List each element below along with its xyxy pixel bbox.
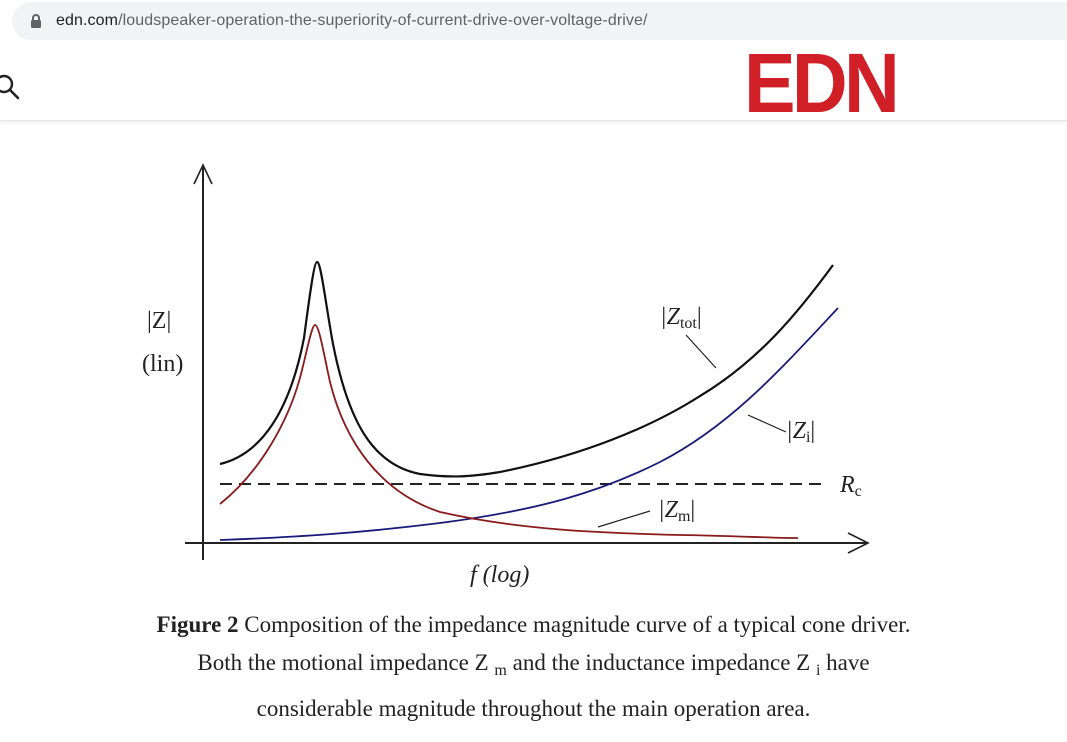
ztot-curve — [219, 260, 834, 478]
zi-curve — [219, 307, 839, 541]
url-text: edn.com/loudspeaker-operation-the-superi… — [56, 12, 648, 29]
figure-label: Figure 2 — [156, 612, 239, 637]
search-icon[interactable] — [0, 72, 22, 102]
zi-pointer — [747, 414, 787, 433]
lock-icon — [31, 14, 41, 28]
x-label: f (log) — [470, 562, 529, 588]
impedance-diagram: |Z| (lin) f (log) |Ztot| |Zi| Rc |Zm| — [142, 163, 870, 588]
address-bar[interactable]: edn.com/loudspeaker-operation-the-superi… — [12, 2, 1067, 40]
zm-label: |Zm| — [658, 497, 695, 525]
zm-curve — [219, 324, 799, 539]
zi-label: |Zi| — [786, 418, 815, 446]
edn-logo[interactable]: EDN — [744, 36, 900, 130]
zm-pointer — [597, 510, 651, 528]
caption-line-1: Figure 2 Composition of the impedance ma… — [156, 612, 911, 637]
site-header: EDN — [0, 36, 1067, 130]
rc-label: Rc — [839, 472, 862, 500]
figure-caption: Figure 2 Composition of the impedance ma… — [0, 606, 1067, 728]
impedance-figure: |Z| (lin) f (log) |Ztot| |Zi| Rc |Zm| — [0, 120, 1067, 600]
caption-line-2: Both the motional impedance Z m and the … — [197, 650, 870, 679]
ztot-pointer — [685, 334, 717, 369]
ztot-label: |Ztot| — [660, 304, 702, 332]
caption-line-3: considerable magnitude throughout the ma… — [256, 696, 811, 721]
y-axis-arrow — [193, 163, 213, 185]
x-axis-arrow — [847, 532, 870, 554]
y-label-lin: (lin) — [142, 351, 183, 377]
y-label-z: |Z| — [147, 308, 171, 334]
